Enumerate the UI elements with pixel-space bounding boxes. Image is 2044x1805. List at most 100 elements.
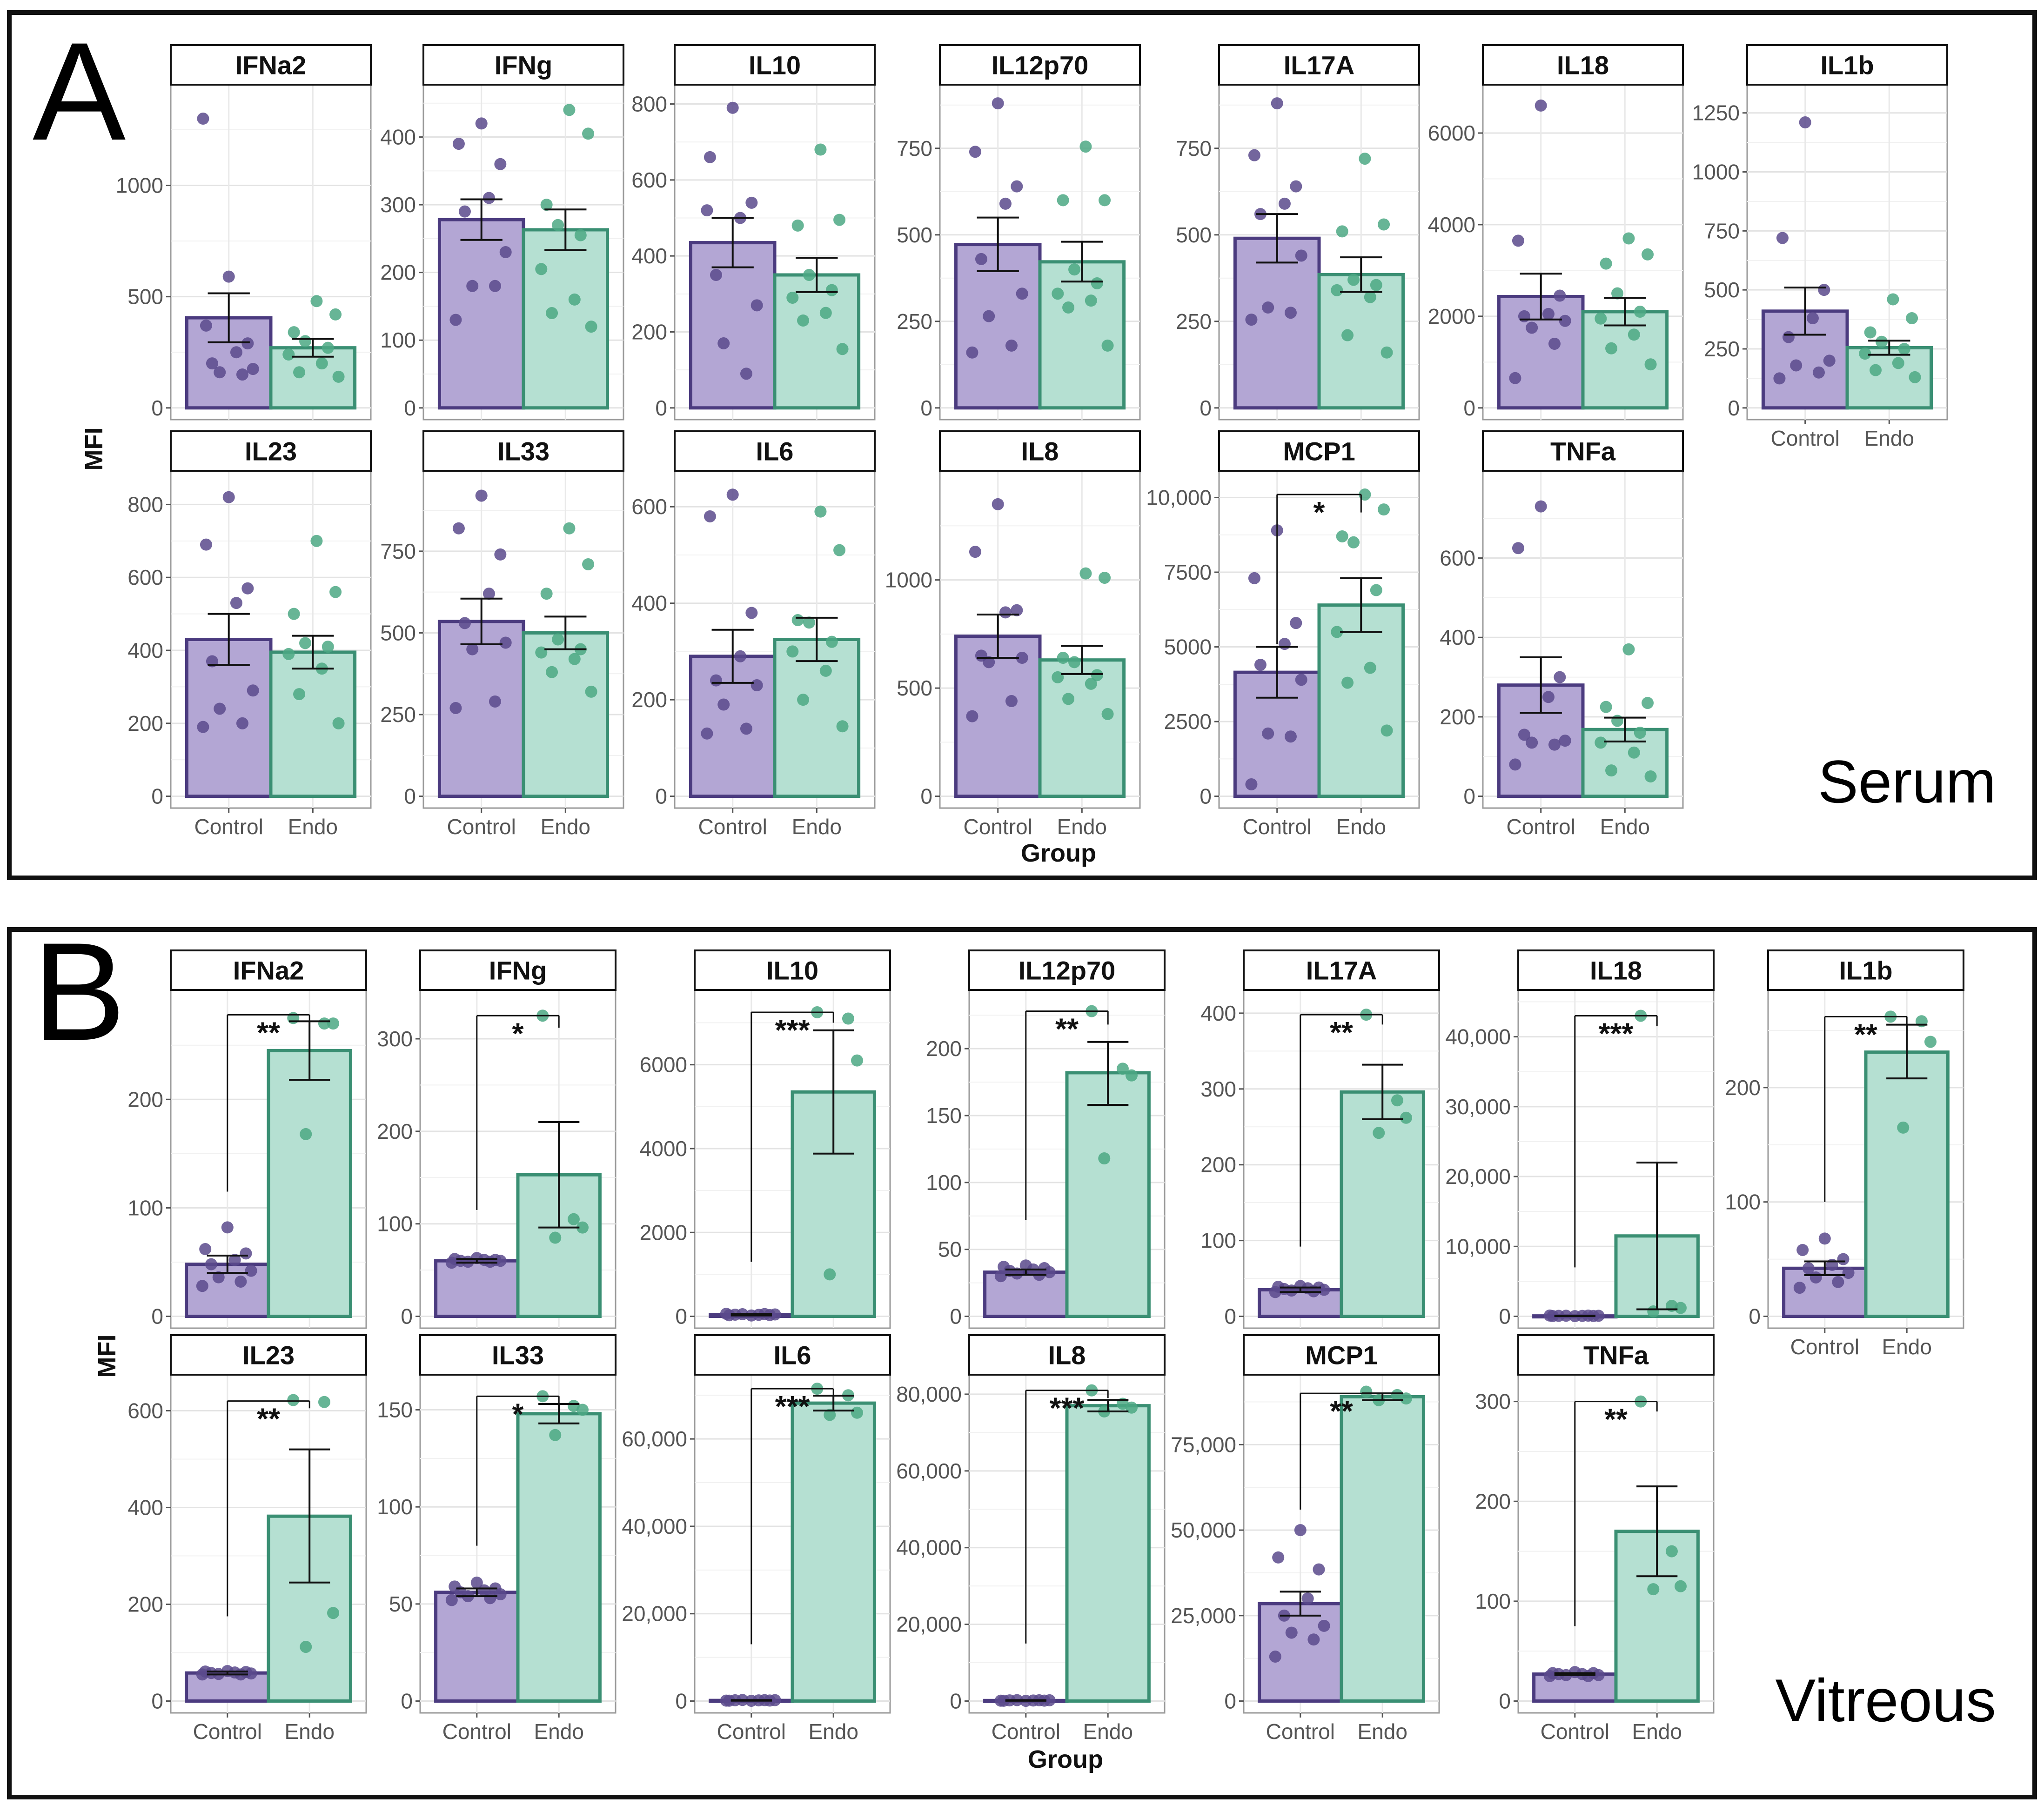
- endo-data-point: [299, 335, 312, 348]
- x-tick-label-control: Control: [1243, 815, 1312, 839]
- y-tick-label: 200: [631, 320, 667, 344]
- endo-data-point: [582, 127, 595, 140]
- endo-data-point: [563, 104, 576, 116]
- x-tick-label-endo: Endo: [1882, 1335, 1931, 1359]
- endo-data-point: [1647, 1583, 1660, 1596]
- facet-title: IL8: [1021, 437, 1059, 466]
- control-data-point: [452, 522, 465, 535]
- endo-data-point: [287, 1394, 300, 1406]
- facet-b-il17a: 0 100 200 300 400 ** IL17A: [1200, 949, 1440, 1329]
- endo-data-point: [1085, 294, 1097, 307]
- control-data-point: [992, 97, 1004, 110]
- endo-data-point: [568, 653, 581, 665]
- y-tick-label: 250: [1704, 337, 1740, 361]
- x-tick-label-endo: Endo: [1357, 1719, 1407, 1744]
- y-tick-label: 25,000: [1171, 1604, 1236, 1628]
- y-tick-label: 0: [950, 1304, 962, 1329]
- control-data-point: [214, 702, 226, 715]
- control-data-point: [489, 695, 501, 708]
- control-data-point: [1776, 232, 1789, 244]
- y-tick-label: 200: [1200, 1153, 1236, 1177]
- significance-label: **: [257, 1402, 280, 1436]
- y-tick-label: 100: [1725, 1190, 1761, 1214]
- y-tick-label: 400: [631, 244, 667, 268]
- control-data-point: [704, 151, 716, 163]
- control-data-point: [1535, 99, 1547, 112]
- endo-data-point: [293, 366, 306, 379]
- control-data-point: [740, 368, 752, 380]
- control-data-point: [1518, 310, 1530, 322]
- facet-title: MCP1: [1283, 437, 1355, 466]
- facet-strip: [1243, 1334, 1440, 1376]
- facet-strip: [170, 44, 372, 86]
- endo-data-point: [288, 326, 300, 339]
- facet-b-ifng: 0 100 200 300 * IFNg: [377, 949, 617, 1329]
- significance-label: ***: [775, 1013, 810, 1047]
- endo-data-point: [851, 1406, 864, 1419]
- facet-title: TNFa: [1550, 437, 1616, 466]
- panel-a-letter: A: [33, 13, 127, 169]
- y-tick-label: 500: [897, 676, 932, 700]
- facet-title: IL10: [749, 51, 801, 80]
- y-tick-label: 6000: [1428, 121, 1475, 145]
- endo-data-point: [1870, 364, 1882, 376]
- facet-title: IL23: [245, 437, 297, 466]
- facet-b-il10: 0 2000 4000 6000 *** IL10: [640, 949, 891, 1329]
- facet-grid: 05001000IFNa20100200300400IFNg0200400600…: [116, 44, 1964, 1744]
- control-data-point: [200, 319, 212, 332]
- control-data-point: [1254, 659, 1267, 671]
- control-data-point: [196, 1668, 208, 1681]
- significance-label: *: [1314, 495, 1325, 529]
- control-data-point: [458, 205, 471, 218]
- x-tick-label-control: Control: [992, 1719, 1060, 1744]
- panel-b-x-axis-title: Group: [1028, 1745, 1103, 1773]
- significance-label: **: [1055, 1012, 1079, 1046]
- y-tick-label: 0: [1224, 1304, 1236, 1329]
- endo-data-point: [1062, 693, 1075, 705]
- endo-data-point: [1897, 1121, 1910, 1134]
- x-tick-label-endo: Endo: [808, 1719, 858, 1744]
- control-data-point: [1313, 1563, 1325, 1576]
- endo-data-point: [1057, 194, 1069, 207]
- control-data-point: [966, 346, 978, 359]
- control-data-point: [499, 636, 512, 649]
- endo-data-point: [332, 717, 345, 729]
- endo-data-point: [1381, 724, 1393, 737]
- facet-strip: [968, 949, 1166, 991]
- endo-data-point: [1644, 358, 1657, 371]
- endo-data-point: [1091, 669, 1103, 682]
- control-data-point: [969, 146, 981, 158]
- facet-b-il8: 0 20,000 40,000 60,000 80,000 *** IL8 Control En…: [896, 1334, 1166, 1744]
- facet-b-tnfa: 0 100 200 300 ** TNFa Control Endo: [1475, 1334, 1715, 1744]
- control-data-point: [1509, 758, 1521, 771]
- facet-title: IFNa2: [233, 956, 304, 985]
- control-data-point: [1262, 301, 1274, 314]
- x-tick-label-control: Control: [1771, 426, 1840, 450]
- endo-data-point: [327, 1017, 340, 1030]
- y-tick-label: 1000: [1692, 160, 1740, 184]
- control-data-point: [704, 510, 716, 522]
- endo-data-point: [803, 616, 816, 629]
- control-bar: [437, 218, 525, 410]
- endo-data-point: [576, 1404, 589, 1416]
- endo-data-point: [791, 219, 804, 232]
- y-tick-label: 0: [675, 1304, 687, 1329]
- x-tick-label-control: Control: [1790, 1335, 1859, 1359]
- y-tick-label: 20,000: [896, 1612, 962, 1637]
- facet-a-il12p70: 0 250 500 750 IL12p70: [897, 44, 1141, 421]
- y-tick-label: 100: [926, 1170, 962, 1195]
- endo-data-point: [1068, 656, 1081, 669]
- facet-strip: [170, 949, 367, 991]
- panel-a-border: [7, 10, 2037, 880]
- control-data-point: [494, 158, 507, 170]
- y-tick-label: 100: [1475, 1589, 1511, 1613]
- facet-b-il18: 0 10,000 20,000 30,000 40,000 *** IL18: [1445, 949, 1715, 1329]
- facet-strip: [422, 430, 624, 472]
- control-data-point: [969, 546, 981, 558]
- control-data-point: [196, 1280, 208, 1292]
- endo-data-point: [329, 308, 342, 321]
- control-data-point: [206, 357, 218, 370]
- control-data-point: [1842, 1267, 1855, 1279]
- endo-data-point: [1052, 671, 1064, 683]
